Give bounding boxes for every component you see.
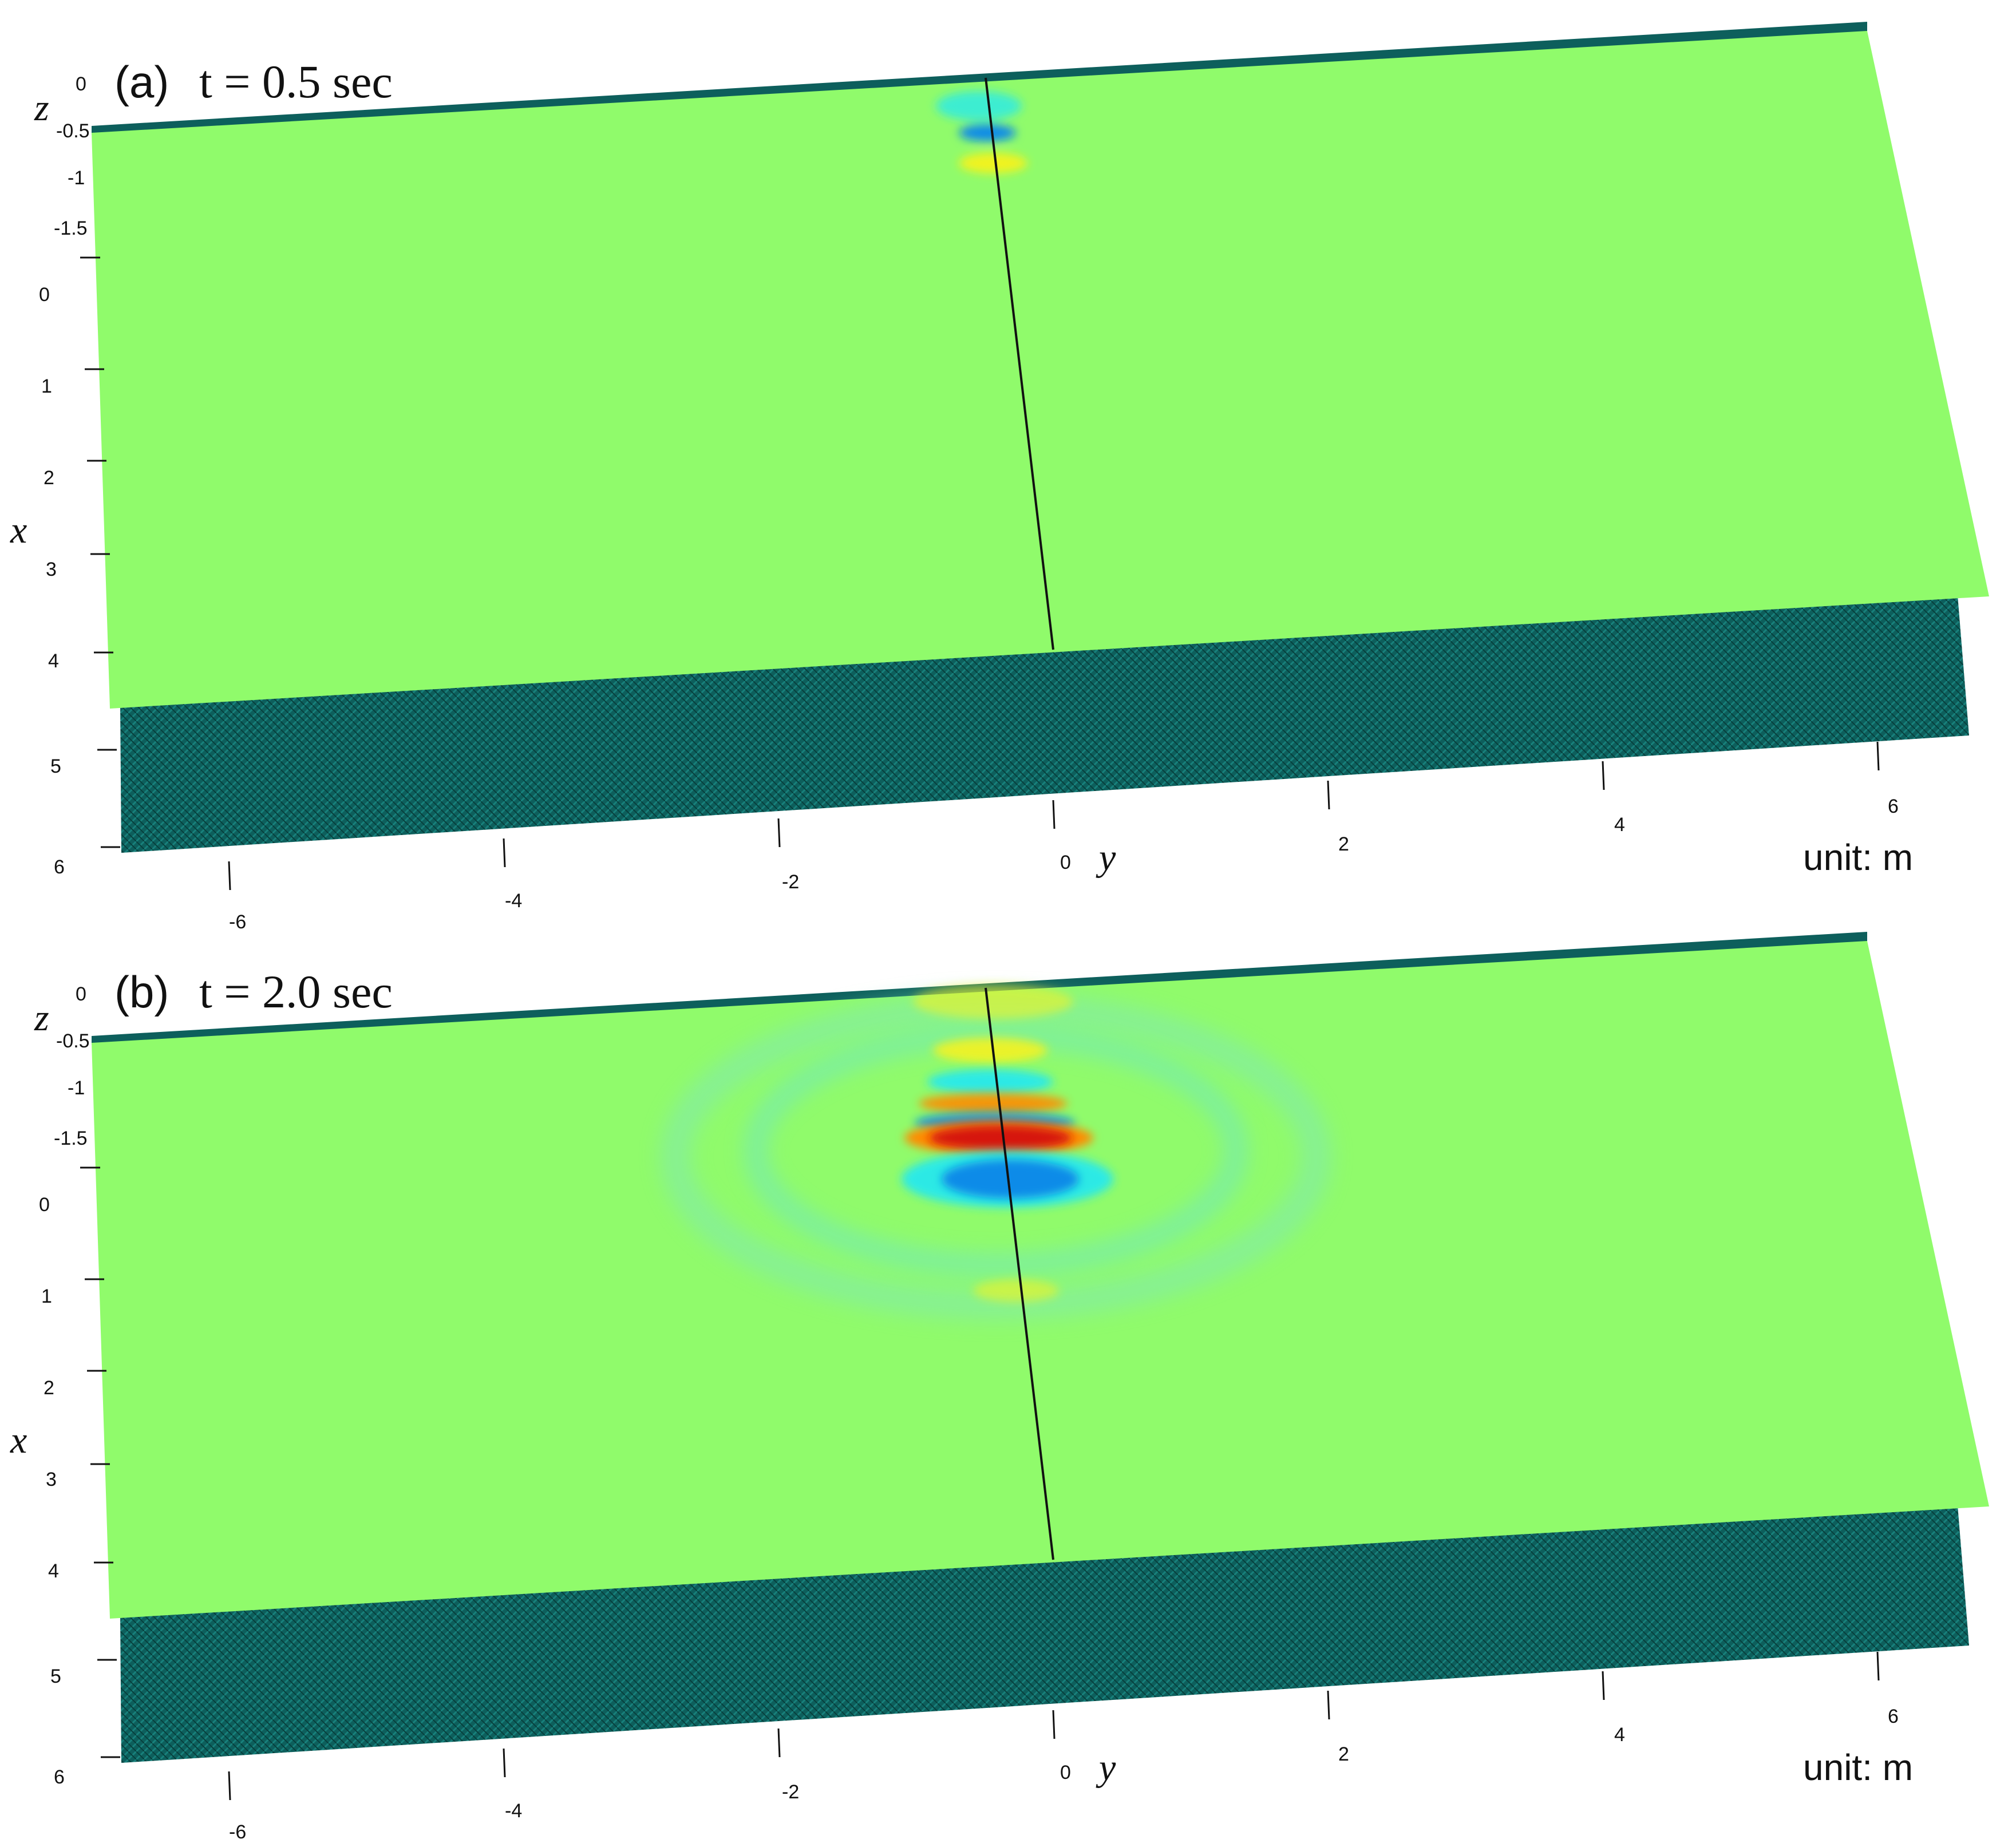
x-tick-3: 3	[46, 1469, 57, 1490]
water-surface	[92, 941, 1989, 1619]
centerline	[985, 77, 1054, 650]
z-tick-neg1: -1	[68, 1077, 85, 1099]
x-tick-2: 2	[44, 467, 54, 489]
y-tick-neg6: -6	[229, 911, 246, 933]
panel-tag: (b)	[114, 967, 169, 1017]
panel-tag: (a)	[114, 57, 169, 107]
main-crest	[929, 1125, 1072, 1150]
y-tick-6: 6	[1888, 796, 1899, 817]
z-axis-ticks: 0 -0.5 -1 -1.5 z	[34, 73, 90, 239]
panel-title: (b) t = 2.0 sec	[114, 966, 393, 1018]
ripple-2	[927, 1069, 1053, 1094]
panel-time: t = 2.0 sec	[199, 966, 393, 1018]
y-tick-0: 0	[1060, 852, 1071, 873]
wave-trough	[959, 124, 1016, 141]
x-tick-1: 1	[41, 1286, 52, 1307]
x-tick-6: 6	[54, 1766, 65, 1788]
z-axis-label: z	[34, 997, 49, 1039]
y-axis-ticks: -6 -4 -2 0 2 4 6 y	[228, 1651, 1899, 1843]
panel-title: (a) t = 0.5 sec	[114, 56, 393, 108]
y-tick-6: 6	[1888, 1706, 1899, 1727]
centerline	[985, 987, 1054, 1560]
y-axis-label: y	[1096, 1747, 1116, 1789]
water-surface	[92, 31, 1989, 709]
y-axis-ticks: -6 -4 -2 0 2 4 6 y	[228, 741, 1899, 933]
y-tick-0: 0	[1060, 1762, 1071, 1783]
x-axis-ticks: 0 1 2 3 4 5 6 x	[10, 1166, 120, 1788]
panel-b: 0 1 2 3 4 5 6 x -6 -4 -2 0 2 4 6 y	[10, 932, 1989, 1843]
panel-time: t = 0.5 sec	[199, 56, 393, 108]
z-tick-neg0-5: -0.5	[56, 1030, 90, 1052]
trailing-crest	[913, 984, 1073, 1019]
z-axis-label: z	[34, 87, 49, 129]
main-trough	[942, 1160, 1079, 1199]
y-tick-neg2: -2	[782, 871, 799, 893]
y-axis-label: y	[1096, 837, 1116, 879]
y-tick-4: 4	[1614, 814, 1625, 836]
x-axis-ticks: 0 1 2 3 4 5 6 x	[10, 256, 120, 878]
panel-a: 0 1 2 3 4 5 6 x -6 -4 -2 0 2 4 6 y	[10, 22, 1989, 933]
x-tick-5: 5	[50, 756, 61, 777]
z-tick-0: 0	[76, 73, 86, 95]
leading-crest	[973, 1279, 1059, 1302]
z-tick-0: 0	[76, 983, 86, 1005]
y-tick-2: 2	[1338, 833, 1349, 855]
plate-top-edge	[92, 22, 1867, 135]
ripple-3	[919, 1093, 1068, 1114]
y-tick-2: 2	[1338, 1743, 1349, 1765]
z-axis-ticks: 0 -0.5 -1 -1.5 z	[34, 983, 90, 1149]
y-tick-neg4: -4	[505, 1800, 522, 1822]
wave-field-late	[661, 984, 1331, 1319]
y-tick-neg4: -4	[505, 890, 522, 912]
z-tick-neg1-5: -1.5	[54, 217, 88, 239]
seabed-plate	[120, 1505, 1969, 1763]
wave-crest	[936, 91, 1022, 121]
y-tick-4: 4	[1614, 1724, 1625, 1746]
z-tick-neg1-5: -1.5	[54, 1128, 88, 1149]
wave-crest	[959, 153, 1027, 173]
units-label: unit: m	[1803, 1747, 1913, 1788]
x-axis-label: x	[10, 509, 27, 551]
x-tick-5: 5	[50, 1666, 61, 1687]
x-tick-1: 1	[41, 375, 52, 397]
x-tick-0: 0	[39, 1194, 50, 1216]
x-tick-0: 0	[39, 284, 50, 306]
x-tick-6: 6	[54, 856, 65, 878]
outer-ring-inner	[745, 1026, 1247, 1275]
x-tick-4: 4	[48, 1560, 59, 1582]
wave-field-early	[936, 91, 1027, 173]
ripple-1	[933, 1038, 1047, 1063]
wave-field	[936, 91, 1027, 173]
x-tick-3: 3	[46, 559, 57, 580]
seabed-plate	[120, 595, 1969, 853]
z-tick-neg0-5: -0.5	[56, 120, 90, 142]
units-label: unit: m	[1803, 837, 1913, 878]
x-tick-2: 2	[44, 1377, 54, 1399]
z-tick-neg1: -1	[68, 167, 85, 189]
wave-field	[661, 984, 1331, 1319]
x-axis-label: x	[10, 1419, 27, 1461]
y-tick-neg6: -6	[229, 1821, 246, 1843]
y-tick-neg2: -2	[782, 1781, 799, 1803]
x-tick-4: 4	[48, 650, 59, 672]
